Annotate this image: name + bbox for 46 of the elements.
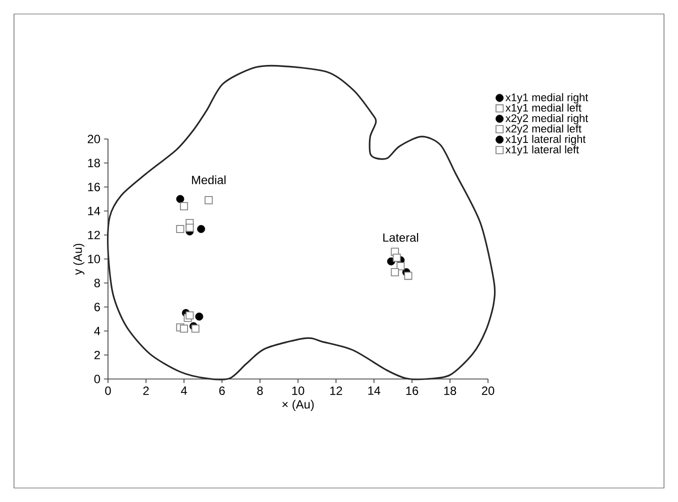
point: [197, 225, 206, 233]
legend-label: x1y1 lateral right: [505, 134, 586, 146]
x-tick-label: 2: [143, 386, 149, 395]
point: [392, 254, 401, 262]
y-tick-label: 2: [94, 350, 100, 360]
point: [404, 272, 412, 280]
annotation: Lateral: [383, 233, 418, 242]
legend-label: x2y2 medial left: [505, 124, 582, 135]
x-tick-label: 8: [257, 386, 263, 395]
y-tick-label: 16: [88, 182, 100, 192]
y-tick-label: 8: [94, 278, 100, 288]
y-tick-label: 20: [88, 134, 100, 144]
point: [186, 311, 194, 320]
y-tick-label: 10: [88, 254, 100, 264]
x-axis-title: × (Au): [282, 400, 314, 411]
point: [180, 324, 188, 333]
y-tick-label: 6: [94, 302, 100, 312]
point: [176, 224, 184, 234]
x-tick-label: 20: [482, 386, 494, 395]
x-tick-label: 18: [444, 386, 456, 395]
point: [180, 202, 188, 210]
legend-label: x1y1 medial left: [505, 104, 582, 114]
y-tick-label: 12: [88, 230, 100, 240]
y-tick-label: 14: [88, 206, 100, 216]
legend-label: x1y1 medial right: [505, 93, 588, 104]
point: [390, 268, 399, 276]
y-tick-label: 0: [94, 374, 100, 384]
legend-label: x2y2 medial right: [505, 114, 588, 124]
point: [176, 195, 184, 203]
x-tick-label: 10: [292, 386, 304, 395]
x-tick-label: 14: [368, 386, 380, 395]
point: [186, 224, 194, 232]
y-axis-title: y (Au): [73, 244, 84, 275]
point: [396, 262, 405, 270]
point: [204, 196, 213, 204]
x-tick-label: 16: [406, 386, 418, 395]
y-tick-label: 18: [88, 158, 100, 168]
x-tick-label: 4: [180, 386, 187, 395]
x-tick-label: 12: [330, 386, 342, 395]
point: [191, 324, 200, 333]
legend-label: x1y1 lateral left: [505, 145, 579, 156]
point: [195, 312, 204, 321]
y-tick-label: 4: [94, 326, 100, 336]
x-tick-label: 0: [105, 386, 111, 395]
x-tick-label: 6: [219, 386, 225, 395]
annotation: Medial: [192, 175, 226, 184]
